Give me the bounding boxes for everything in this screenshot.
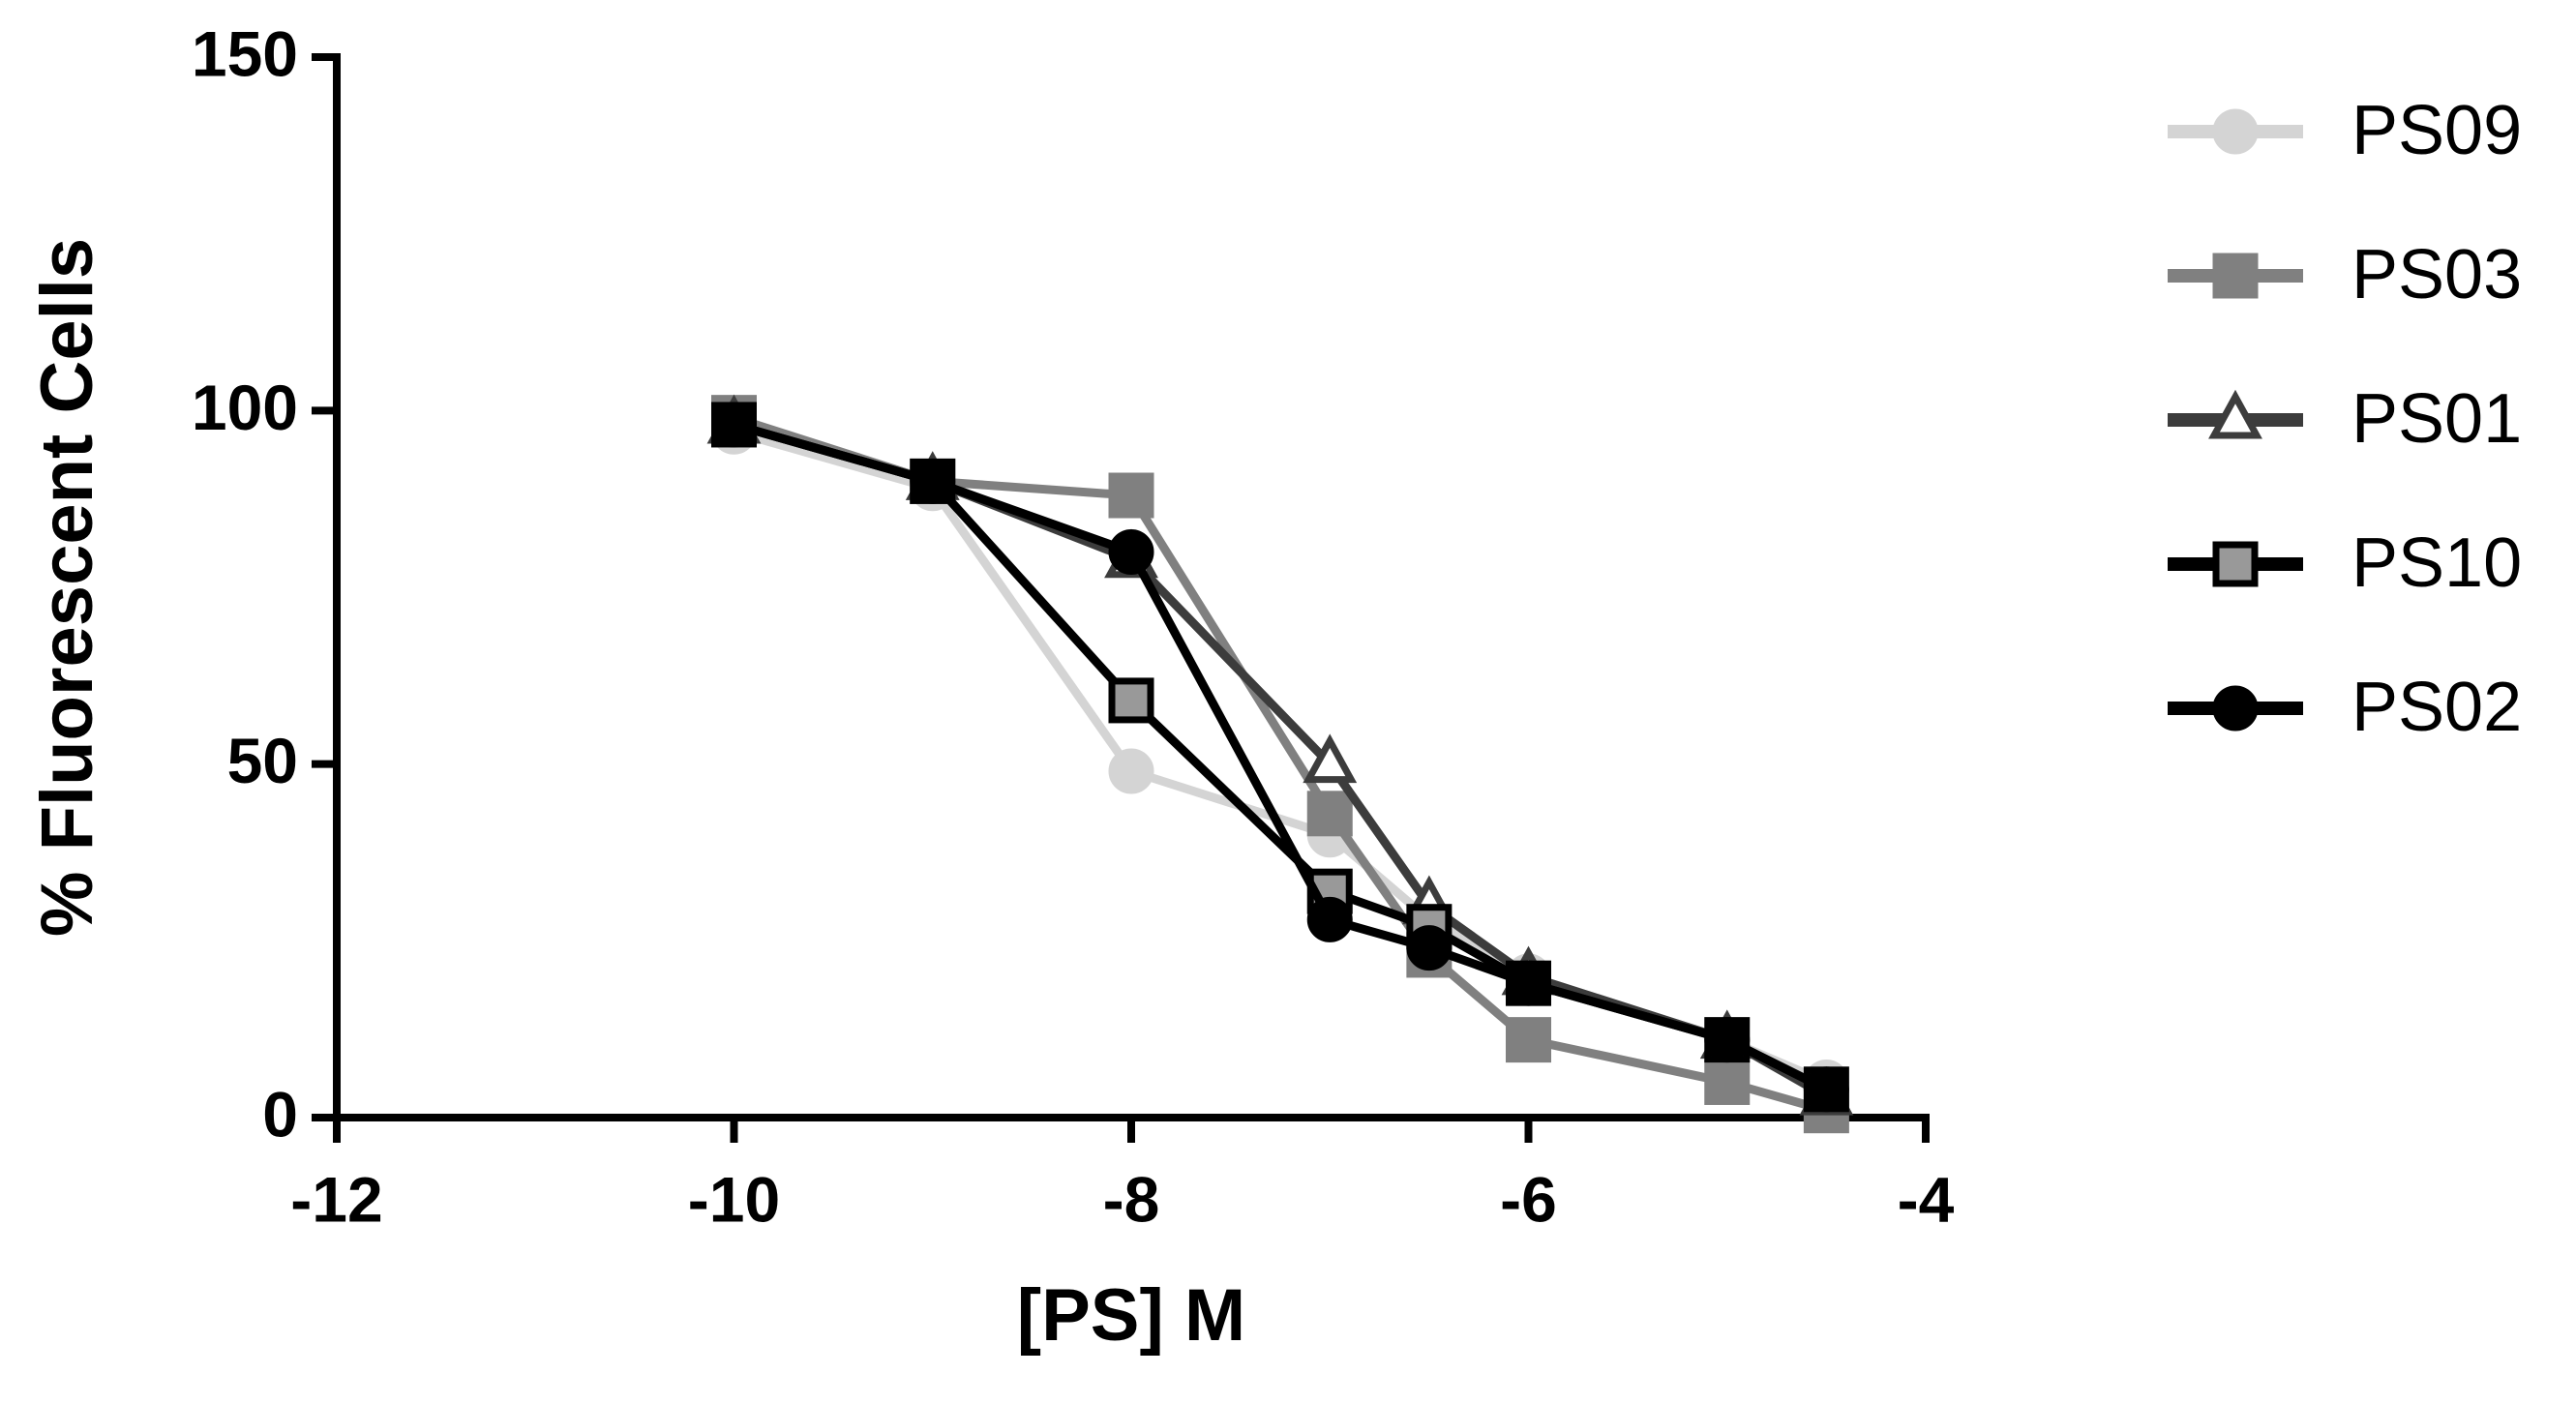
series-line — [733, 413, 1828, 1116]
marker — [1108, 472, 1154, 519]
legend-item: PS09 — [2168, 92, 2522, 169]
legend-label: PS03 — [2351, 236, 2522, 314]
series-line — [733, 420, 1829, 1093]
marker — [1704, 1059, 1751, 1105]
marker — [1506, 1017, 1551, 1063]
x-tick-label: -6 — [1500, 1163, 1557, 1235]
series-line — [733, 420, 1829, 1100]
marker — [711, 402, 757, 448]
x-tick-label: -4 — [1898, 1163, 1955, 1235]
series-line — [733, 427, 1829, 1087]
marker — [1506, 960, 1551, 1006]
legend-label: PS10 — [2351, 524, 2522, 602]
x-tick-label: -12 — [290, 1163, 382, 1235]
legend-item: PS01 — [2168, 380, 2522, 458]
marker — [1306, 791, 1353, 837]
x-axis-title: [PS] M — [1017, 1274, 1245, 1357]
marker — [2212, 541, 2259, 587]
legend-label: PS02 — [2351, 669, 2522, 746]
y-tick-label: 50 — [227, 725, 298, 796]
marker — [1803, 1066, 1849, 1113]
legend-label: PS01 — [2351, 380, 2522, 458]
y-tick-label: 0 — [262, 1078, 298, 1150]
marker — [2208, 389, 2262, 439]
series-line — [733, 420, 1829, 1093]
marker — [1406, 925, 1453, 971]
y-tick-label: 150 — [192, 17, 298, 89]
marker — [1108, 677, 1154, 724]
marker — [2212, 253, 2259, 299]
marker — [2212, 108, 2259, 155]
y-axis-title: % Fluorescent Cells — [26, 238, 108, 937]
legend-label: PS09 — [2351, 92, 2522, 169]
legend-item: PS10 — [2168, 524, 2522, 602]
marker — [910, 458, 956, 504]
x-tick-label: -10 — [688, 1163, 780, 1235]
marker — [1306, 896, 1353, 942]
marker — [1108, 528, 1154, 575]
marker — [2212, 685, 2259, 732]
x-tick-label: -8 — [1103, 1163, 1160, 1235]
y-tick-label: 100 — [192, 372, 298, 443]
marker — [1303, 733, 1358, 784]
marker — [1704, 1017, 1751, 1063]
legend-item: PS02 — [2168, 669, 2522, 746]
legend-item: PS03 — [2168, 236, 2522, 314]
marker — [1108, 748, 1154, 794]
